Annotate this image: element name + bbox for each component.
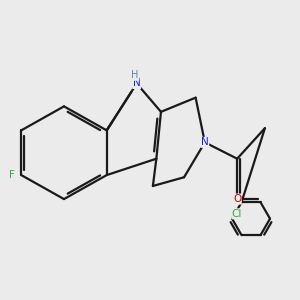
- Text: N: N: [201, 137, 209, 147]
- Text: Cl: Cl: [232, 209, 242, 219]
- Text: H: H: [131, 70, 139, 80]
- Text: F: F: [8, 170, 14, 180]
- Text: O: O: [233, 194, 241, 204]
- Text: N: N: [133, 79, 141, 88]
